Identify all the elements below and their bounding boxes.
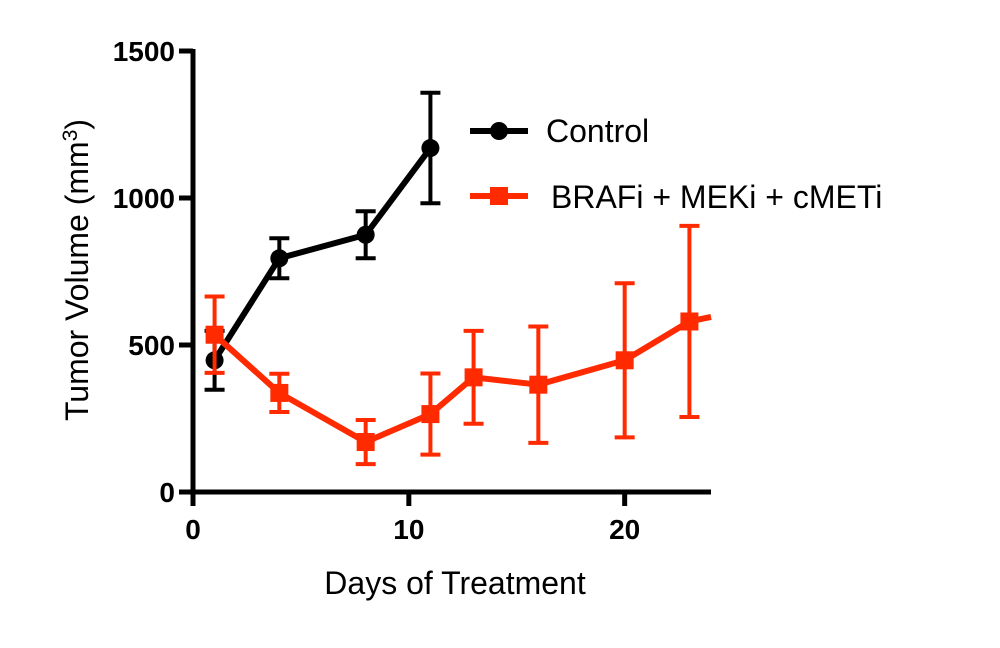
- legend-label-treatment: BRAFi + MEKi + cMETi: [551, 179, 882, 215]
- data-point-0-3: [421, 139, 440, 158]
- y-tick-label-1500: 1500: [113, 36, 175, 67]
- series-1: [204, 223, 712, 467]
- data-point-1-3: [421, 405, 440, 424]
- y-tick-label-1000: 1000: [113, 183, 175, 214]
- legend-item-treatment: BRAFi + MEKi + cMETi: [470, 179, 882, 215]
- series-line-1: [212, 314, 712, 446]
- y-tick-label-500: 500: [128, 330, 175, 361]
- data-point-1-2: [356, 433, 375, 452]
- data-point-1-6: [615, 351, 634, 370]
- series-line-0: [212, 146, 433, 362]
- y-axis-title-suffix: ): [59, 119, 95, 130]
- data-point-1-5: [529, 375, 548, 394]
- data-point-0-1: [270, 249, 289, 268]
- data-point-1-1: [270, 383, 289, 402]
- plot-area: [204, 90, 712, 467]
- legend-marker-control: [490, 122, 508, 140]
- legend-item-control: Control: [470, 113, 649, 149]
- data-point-1-4: [464, 368, 483, 387]
- ticks: 0 500 1000 1500 0 10 20: [113, 36, 641, 545]
- legend-marker-treatment: [490, 187, 508, 205]
- data-point-1-0: [205, 325, 224, 344]
- y-axis-title: Tumor Volume (mm3): [59, 119, 96, 421]
- y-tick-label-0: 0: [159, 477, 175, 508]
- data-point-0-2: [356, 225, 375, 244]
- legend-label-control: Control: [546, 113, 649, 149]
- x-tick-label-10: 10: [393, 514, 424, 545]
- x-tick-label-20: 20: [609, 514, 640, 545]
- x-axis-title: Days of Treatment: [324, 565, 586, 601]
- x-tick-label-0: 0: [185, 514, 201, 545]
- legend: Control BRAFi + MEKi + cMETi: [470, 113, 882, 215]
- y-axis-title-superscript: 3: [59, 130, 82, 142]
- data-point-1-7: [680, 312, 699, 331]
- series-0: [204, 90, 441, 392]
- y-axis-title-main: Tumor Volume (mm: [59, 141, 95, 421]
